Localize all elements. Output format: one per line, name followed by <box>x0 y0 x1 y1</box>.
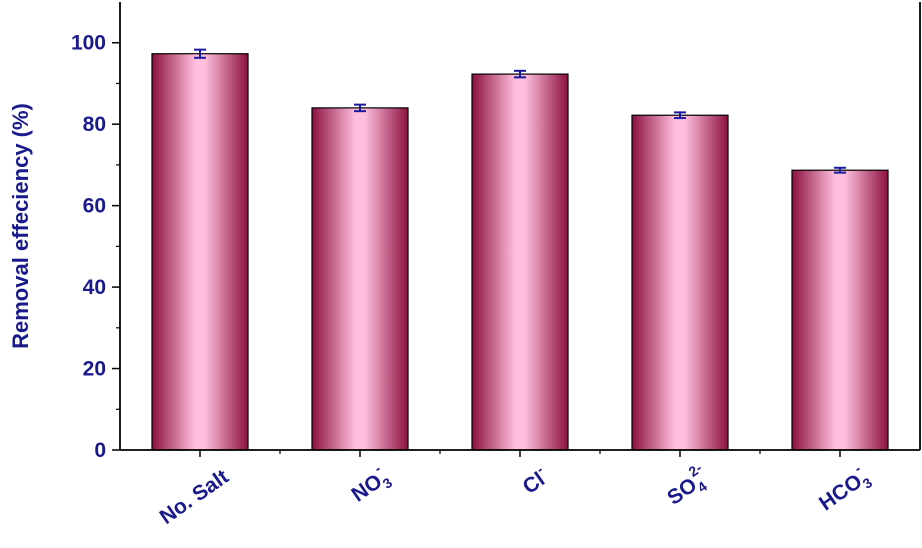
y-axis-title: Removal effeciency (%) <box>8 103 33 349</box>
bars-group <box>151 53 889 451</box>
bar <box>151 53 249 451</box>
y-tick-label: 40 <box>83 276 106 299</box>
error-bar <box>834 166 846 174</box>
x-tick-label: SO42- <box>659 459 715 513</box>
bar <box>791 169 889 451</box>
axes-group <box>119 2 921 457</box>
error-bar <box>354 103 366 113</box>
y-tick-label: 60 <box>83 195 106 218</box>
error-bar <box>674 111 686 120</box>
bar <box>471 73 569 451</box>
x-tick-label: Cl- <box>516 461 553 499</box>
x-labels-group: No. Salt NO3- Cl- SO42- HCO3- <box>156 459 876 529</box>
y-tick-label: 80 <box>83 113 106 136</box>
error-bar <box>194 48 206 59</box>
x-tick-label: HCO3- <box>811 459 875 518</box>
error-bar <box>514 69 526 79</box>
y-tick-label: 100 <box>71 32 106 55</box>
x-tick-label: NO3- <box>343 459 395 510</box>
error-bars-group <box>194 48 846 174</box>
y-tick-label: 20 <box>83 358 106 381</box>
bar <box>311 107 409 451</box>
y-ticks-group: 0 20 40 60 80 100 <box>71 32 120 462</box>
y-tick-label: 0 <box>94 439 106 462</box>
bar <box>631 114 729 451</box>
x-tick-label: No. Salt <box>156 465 233 529</box>
